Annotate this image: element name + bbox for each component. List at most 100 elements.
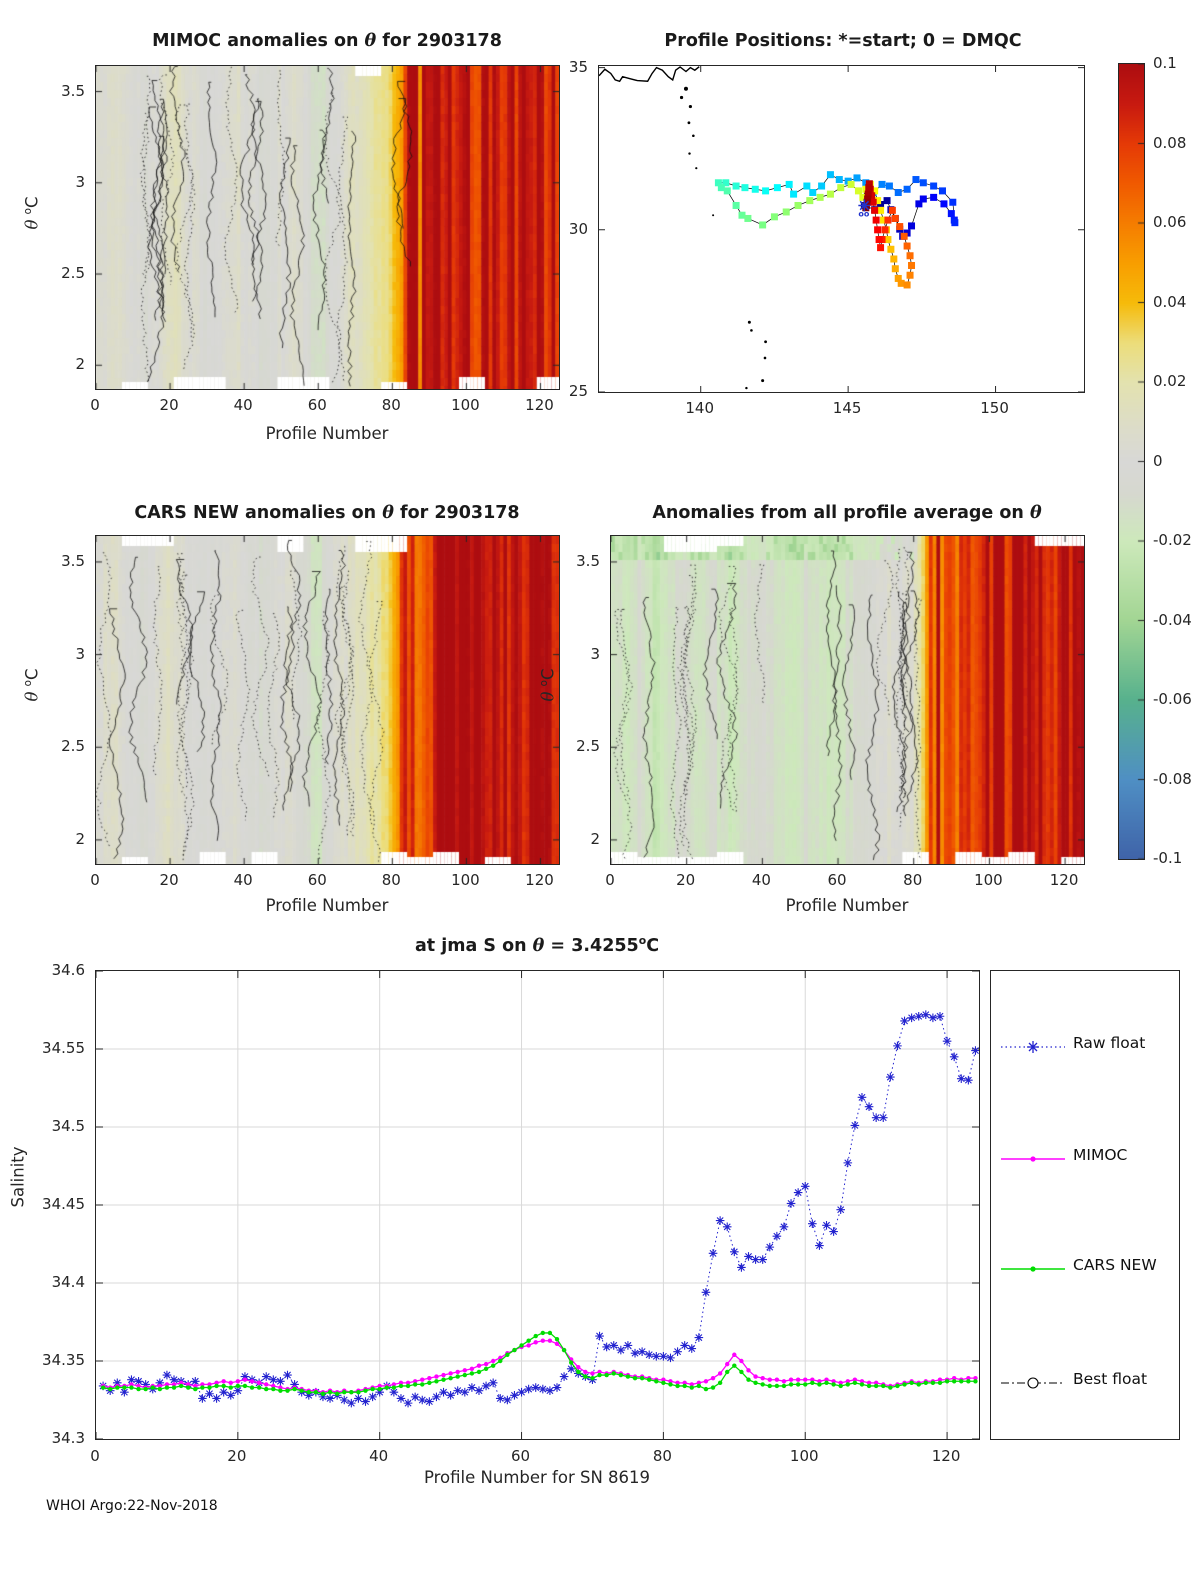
- map-ytick-30: 30: [568, 219, 588, 238]
- cars-new-marker: [661, 1380, 666, 1386]
- mimoc-marker: [391, 1382, 397, 1387]
- xtick-20: 20: [676, 871, 696, 889]
- profile-position-marker: [732, 201, 740, 209]
- profile-position-marker: [908, 261, 916, 269]
- cars-new-marker: [916, 1382, 921, 1387]
- mimoc-marker: [228, 1380, 233, 1386]
- cars-new-marker: [122, 1385, 127, 1390]
- cars-new-marker: [966, 1379, 971, 1384]
- cars-new-marker: [576, 1369, 581, 1375]
- ytick-3: 3: [75, 172, 85, 191]
- cars-new-marker: [781, 1383, 787, 1389]
- profile-position-marker: [891, 265, 899, 273]
- island-9: [750, 329, 753, 332]
- sal-ytick-34.35: 34.35: [42, 1351, 85, 1369]
- title-map: Profile Positions: *=start; 0 = DMQC: [664, 31, 1022, 51]
- profile-position-marker: [877, 201, 885, 209]
- cars-new-marker: [902, 1382, 907, 1387]
- xlabel-salinity: Profile Number for SN 8619: [423, 1468, 651, 1487]
- footer-credit: WHOI Argo:22-Nov-2018: [46, 1498, 218, 1514]
- profile-position-marker: [915, 200, 923, 208]
- cars-new-marker: [405, 1383, 411, 1389]
- profile-position-marker: [872, 216, 880, 224]
- island-12: [761, 379, 765, 383]
- profile-position-marker: [875, 236, 883, 244]
- xtick-40: 40: [233, 396, 253, 414]
- cars-new-marker: [540, 1330, 546, 1336]
- xtick-20: 20: [159, 871, 179, 889]
- cars-new-marker: [249, 1385, 255, 1390]
- profile-position-marker: [938, 187, 946, 195]
- cars-new-marker: [774, 1383, 780, 1389]
- cars-new-marker: [618, 1372, 624, 1378]
- ytick-3.5: 3.5: [61, 551, 85, 570]
- map-ytick-25: 25: [568, 382, 588, 400]
- profile-position-marker: [723, 187, 731, 195]
- xtick-60: 60: [307, 396, 327, 414]
- cars-new-marker: [178, 1383, 184, 1389]
- mimoc-marker: [412, 1379, 418, 1384]
- best-float-sample-icon: [1001, 1377, 1065, 1389]
- map-svg: oo: [598, 66, 1084, 393]
- heatmap-avg: [610, 535, 1085, 865]
- cars-new-marker: [973, 1379, 978, 1384]
- mimoc-marker: [760, 1375, 765, 1381]
- profile-position-marker: [809, 189, 817, 197]
- colorbar-tick-0.1: 0.1: [1153, 54, 1177, 72]
- legend-item-raw-float: Raw float: [991, 1032, 1179, 1062]
- cars-new-marker: [512, 1347, 517, 1353]
- profile-position-marker: [903, 242, 911, 250]
- cars-new-marker: [611, 1371, 616, 1376]
- xtick-60: 60: [307, 871, 327, 889]
- xtick-100: 100: [974, 871, 1003, 889]
- cars-new-marker: [831, 1382, 836, 1387]
- mimoc-marker: [937, 1377, 943, 1382]
- mimoc-marker: [469, 1366, 475, 1371]
- profile-position-marker: [887, 245, 895, 253]
- cars-new-marker: [604, 1372, 609, 1378]
- profile-position-marker: [903, 281, 911, 289]
- colorbar-tick-0.06: 0.06: [1153, 213, 1187, 231]
- profile-position-marker: [908, 222, 916, 230]
- cars-new-marker: [441, 1377, 446, 1382]
- mimoc-marker: [739, 1358, 744, 1364]
- xtick-0: 0: [605, 871, 615, 889]
- heatmap-avg-canvas: [611, 536, 1084, 864]
- mimoc-marker: [583, 1369, 588, 1375]
- profile-position-marker: [897, 279, 905, 287]
- profile-position-marker: [871, 187, 879, 195]
- xtick-120: 120: [525, 396, 554, 414]
- cars-new-marker: [264, 1386, 269, 1392]
- profile-position-marker: [773, 184, 781, 192]
- cars-new-marker: [795, 1382, 801, 1387]
- xlabel-avg: Profile Number: [785, 896, 909, 915]
- cars-new-marker: [505, 1352, 510, 1357]
- cars-new-marker: [327, 1390, 333, 1395]
- profile-position-marker: [883, 197, 891, 205]
- ytick-2: 2: [75, 355, 85, 374]
- colorbar-tick-0.08: 0.08: [1153, 133, 1187, 152]
- cars-new-marker: [313, 1390, 319, 1395]
- mimoc-marker: [264, 1382, 269, 1387]
- cars-new-line: [102, 1332, 976, 1395]
- heatmap-cars: [95, 535, 560, 865]
- cars-new-marker: [717, 1380, 723, 1386]
- salinity-svg: [95, 970, 980, 1440]
- profile-position-marker: [947, 210, 955, 218]
- mimoc-marker: [427, 1375, 432, 1381]
- heatmap-mimoc: [95, 65, 560, 390]
- mimoc-marker: [377, 1383, 382, 1389]
- island-7: [712, 214, 715, 217]
- cars-new-marker: [533, 1333, 538, 1339]
- cars-new-marker: [200, 1385, 205, 1390]
- ytick-2: 2: [590, 829, 600, 848]
- profile-position-marker: [890, 255, 898, 263]
- profile-position-marker: [919, 179, 927, 187]
- cars-new-marker: [115, 1385, 120, 1390]
- cars-new-marker: [937, 1380, 943, 1386]
- sal-ytick-34.3: 34.3: [51, 1429, 85, 1447]
- profile-position-marker: [880, 216, 888, 224]
- mimoc-marker: [859, 1379, 865, 1384]
- cars-new-marker: [342, 1390, 347, 1395]
- profile-position-marker: [884, 236, 892, 244]
